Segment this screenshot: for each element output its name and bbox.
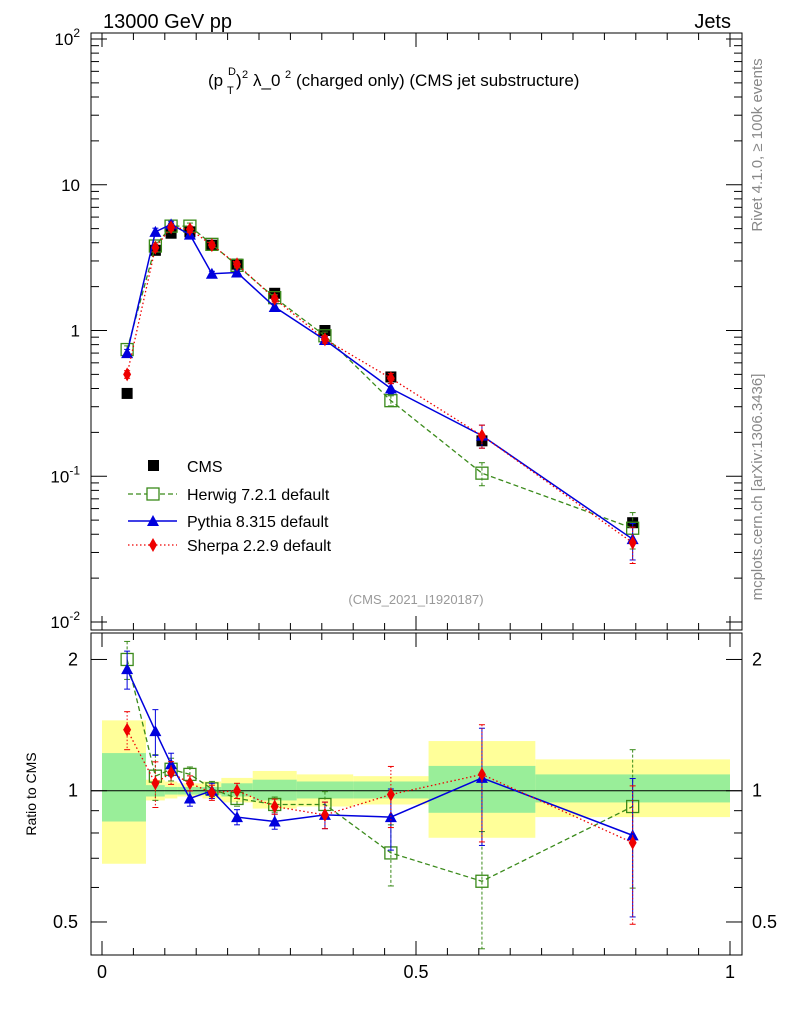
marker-pythia <box>205 267 218 279</box>
marker-sherpa <box>207 238 216 253</box>
ratio-tick-label-0.5: 0.5 <box>53 912 78 932</box>
marker-herwig <box>475 466 489 480</box>
marker-pythia <box>268 300 281 312</box>
band-green <box>252 779 297 801</box>
legend-marker-herwig <box>146 487 160 501</box>
marker-sherpa <box>233 783 242 798</box>
legend-entry-pythia: Pythia 8.315 default <box>128 514 329 531</box>
main-y-axis <box>91 38 742 623</box>
ratio-tick-label-right-1: 1 <box>752 781 762 801</box>
marker-sherpa <box>185 222 194 237</box>
main-series-group <box>120 218 640 564</box>
svg-text:): ) <box>236 71 242 90</box>
marker-herwig <box>384 394 398 408</box>
legend-label-sherpa: Sherpa 2.2.9 default <box>187 538 332 555</box>
legend-entry-herwig: Herwig 7.2.1 default <box>128 487 330 504</box>
y-tick-label-1e-2: 10-2 <box>50 609 80 632</box>
legend-marker-pythia <box>147 515 159 526</box>
marker-sherpa <box>270 291 279 306</box>
svg-text:2: 2 <box>285 69 291 81</box>
x-axis <box>101 33 731 955</box>
marker-sherpa <box>207 785 216 800</box>
y-tick-label-1e2: 102 <box>54 26 80 49</box>
ratio-series-group <box>120 640 640 950</box>
ratio-tick-label-right-2: 2 <box>752 649 762 669</box>
svg-text:2: 2 <box>242 69 248 81</box>
marker-cms <box>319 325 331 336</box>
x-tick-labels: 0 0.5 1 <box>97 962 735 982</box>
marker-sherpa <box>320 332 329 347</box>
series-line-herwig <box>126 225 633 529</box>
ratio-y-label: Ratio to CMS <box>23 752 39 835</box>
marker-sherpa <box>628 535 637 550</box>
marker-sherpa <box>151 776 160 791</box>
ratio-tick-label-1: 1 <box>68 781 78 801</box>
marker-sherpa <box>386 787 395 802</box>
ratio-y-tick-labels: 0.5 1 2 0.5 1 2 <box>53 649 777 932</box>
mcplots-label: mcplots.cern.ch [arXiv:1306.3436] <box>749 374 766 601</box>
legend-label-herwig: Herwig 7.2.1 default <box>187 487 330 504</box>
main-plot-title: (p D T ) 2 λ_0 2 (charged only) (CMS jet… <box>208 66 579 97</box>
marker-pythia <box>626 829 639 841</box>
legend-marker-sherpa <box>149 538 157 552</box>
marker-pythia <box>121 663 134 675</box>
ratio-y-axis <box>91 658 742 923</box>
svg-text:T: T <box>227 85 234 97</box>
series-line-sherpa <box>126 729 633 844</box>
series-cms <box>121 226 639 529</box>
x-tick-label-0: 0 <box>97 962 107 982</box>
marker-pythia <box>149 725 162 737</box>
energy-label: 13000 GeV pp <box>103 11 232 33</box>
marker-sherpa <box>477 767 486 782</box>
marker-cms <box>121 387 133 399</box>
marker-sherpa <box>386 371 395 386</box>
legend: CMS Herwig 7.2.1 default Pythia 8.315 de… <box>128 459 332 555</box>
marker-pythia <box>268 815 281 827</box>
series-sherpa <box>123 711 637 925</box>
marker-sherpa <box>233 257 242 272</box>
y-tick-label-10: 10 <box>61 176 80 195</box>
marker-herwig <box>475 874 489 888</box>
y-tick-label-1e-1: 10-1 <box>50 463 80 486</box>
marker-pythia <box>183 792 196 804</box>
ratio-tick-label-2: 2 <box>68 649 78 669</box>
svg-text:D: D <box>228 66 236 78</box>
marker-pythia <box>384 382 397 394</box>
analysis-id: (CMS_2021_I1920187) <box>348 592 483 607</box>
marker-sherpa <box>628 835 637 850</box>
marker-sherpa <box>185 776 194 791</box>
x-tick-label-1: 1 <box>725 962 735 982</box>
marker-pythia <box>231 811 244 823</box>
legend-label-pythia: Pythia 8.315 default <box>187 514 329 531</box>
legend-entry-sherpa: Sherpa 2.2.9 default <box>128 538 332 555</box>
category-label: Jets <box>694 11 731 33</box>
marker-sherpa <box>477 428 486 443</box>
marker-sherpa <box>320 807 329 822</box>
legend-label-cms: CMS <box>187 459 223 476</box>
marker-sherpa <box>167 220 176 235</box>
svg-text:λ_0: λ_0 <box>253 71 280 90</box>
marker-sherpa <box>123 367 132 382</box>
legend-marker-cms <box>148 460 159 471</box>
x-tick-label-0.5: 0.5 <box>403 962 428 982</box>
rivet-label: Rivet 4.1.0, ≥ 100k events <box>749 58 766 231</box>
series-sherpa <box>123 220 637 564</box>
marker-sherpa <box>270 799 279 814</box>
marker-pythia <box>231 266 244 278</box>
y-tick-label-1: 1 <box>71 322 80 341</box>
band-green <box>102 753 146 822</box>
svg-text:(charged only) (CMS jet substr: (charged only) (CMS jet substructure) <box>296 71 579 90</box>
svg-text:(p: (p <box>208 71 223 90</box>
ratio-tick-label-right-0.5: 0.5 <box>752 912 777 932</box>
legend-entry-cms: CMS <box>148 459 223 476</box>
marker-sherpa <box>151 240 160 255</box>
main-y-tick-labels: 10-2 10-1 1 10 102 <box>50 26 80 632</box>
band-green <box>296 781 354 799</box>
marker-sherpa <box>167 765 176 780</box>
marker-pythia <box>121 347 134 359</box>
marker-pythia <box>149 225 162 237</box>
marker-sherpa <box>123 722 132 737</box>
marker-pythia <box>165 758 178 770</box>
